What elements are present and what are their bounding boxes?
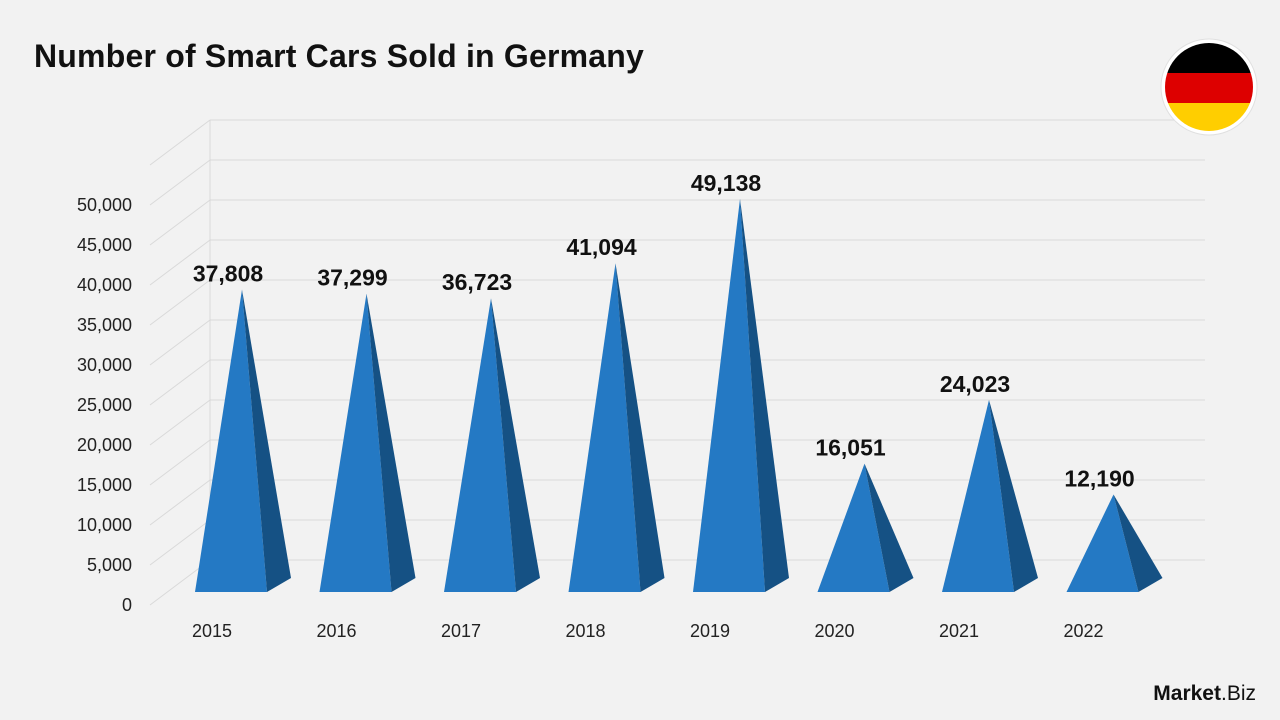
pyramid-side-face <box>366 293 416 592</box>
pyramid-side-face <box>615 263 665 592</box>
x-category-label: 2016 <box>316 621 356 641</box>
pyramid-front-face <box>444 298 516 592</box>
pyramid-front-face <box>195 289 267 592</box>
grid-diagonal <box>149 479 211 526</box>
data-label: 41,094 <box>566 234 637 260</box>
pyramid-bar <box>817 463 914 592</box>
pyramid-side-face <box>242 289 291 592</box>
data-labels: 37,808 37,299 36,723 41,094 49,138 16,051 24,0… <box>193 170 1135 492</box>
x-category-label: 2018 <box>565 621 605 641</box>
x-category-label: 2017 <box>441 621 481 641</box>
data-label: 37,299 <box>317 265 387 291</box>
x-category-label: 2020 <box>814 621 854 641</box>
y-tick-label: 35,000 <box>77 315 132 335</box>
pyramid-bar <box>693 198 789 592</box>
y-tick-label: 25,000 <box>77 395 132 415</box>
pyramid-side-face <box>491 298 540 592</box>
pyramid-front-face <box>942 399 1014 592</box>
pyramid-bar <box>942 399 1038 592</box>
grid-diagonal <box>149 199 211 246</box>
y-tick-label: 45,000 <box>77 235 132 255</box>
germany-flag-icon <box>1160 38 1258 136</box>
grid-diagonal <box>149 399 211 446</box>
y-tick-label: 15,000 <box>77 475 132 495</box>
grid-diagonal <box>149 159 211 206</box>
x-axis-categories: 2015 2016 2017 2018 2019 2020 2021 2022 <box>192 621 1104 641</box>
grid-layer <box>149 119 1205 606</box>
flag-stripe-red <box>1165 73 1253 103</box>
x-category-label: 2021 <box>939 621 979 641</box>
y-axis-ticks: 0 5,000 10,000 15,000 20,000 25,000 30,000 35,0… <box>77 195 132 615</box>
pyramid-bar <box>1066 494 1163 592</box>
y-tick-label: 5,000 <box>87 555 132 575</box>
y-tick-label: 10,000 <box>77 515 132 535</box>
brand-name-bold: Market <box>1153 682 1221 705</box>
pyramid-front-face <box>319 293 392 592</box>
pyramid-bar <box>319 293 416 592</box>
pyramid-front-face <box>568 263 641 592</box>
data-label: 16,051 <box>815 435 886 461</box>
data-label: 37,808 <box>193 261 264 287</box>
data-label: 12,190 <box>1064 465 1134 491</box>
y-tick-label: 20,000 <box>77 435 132 455</box>
x-category-label: 2019 <box>690 621 730 641</box>
data-label: 36,723 <box>442 269 512 295</box>
data-label: 49,138 <box>691 170 762 196</box>
page-title: Number of Smart Cars Sold in Germany <box>34 38 645 74</box>
pyramid-front-face <box>817 463 890 592</box>
pyramid-bar <box>444 298 540 592</box>
grid-diagonal <box>149 519 211 566</box>
x-category-label: 2015 <box>192 621 232 641</box>
grid-diagonal <box>149 359 211 406</box>
grid-diagonal <box>149 439 211 486</box>
data-label: 24,023 <box>940 371 1010 397</box>
pyramid-front-face <box>1066 494 1139 592</box>
pyramid-side-face <box>1113 494 1163 592</box>
x-category-label: 2022 <box>1063 621 1103 641</box>
pyramid-front-face <box>693 198 765 592</box>
brand-logo: Market.Biz <box>1153 682 1256 706</box>
pyramid-side-face <box>989 399 1038 592</box>
pyramid-side-face <box>864 463 914 592</box>
y-tick-label: 50,000 <box>77 195 132 215</box>
grid-diagonal <box>149 119 211 166</box>
y-tick-label: 40,000 <box>77 275 132 295</box>
grid-diagonal <box>149 319 211 366</box>
pyramid-bar <box>568 263 665 592</box>
grid-diagonal <box>149 239 211 286</box>
pyramid-bars <box>195 198 1163 592</box>
grid-diagonal <box>149 279 211 326</box>
brand-name-rest: .Biz <box>1220 682 1256 705</box>
y-tick-label: 30,000 <box>77 355 132 375</box>
pyramid-bar <box>195 289 291 592</box>
y-tick-label: 0 <box>122 595 132 615</box>
pyramid-side-face <box>740 198 789 592</box>
